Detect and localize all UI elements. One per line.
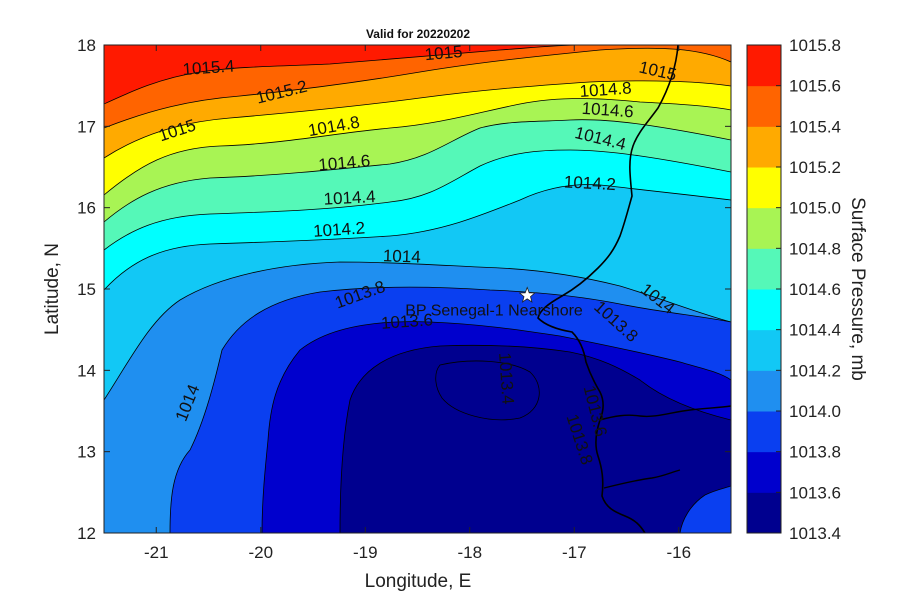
- band-1013-4-core: [435, 360, 540, 421]
- x-axis: -21 -20 -19 -18 -17 -16: [144, 45, 691, 562]
- contour-label: 1013.6: [380, 310, 433, 333]
- colorbar-swatch: [747, 289, 781, 331]
- y-tick-label: 15: [77, 280, 96, 299]
- x-tick-label: -18: [457, 543, 482, 562]
- map-area: [104, 45, 731, 533]
- contour-label: 1014.6: [581, 99, 634, 122]
- colorbar-swatch: [747, 85, 781, 127]
- band-1013-8-southeast: [679, 485, 731, 533]
- contour-label: 1014.4: [323, 187, 376, 209]
- colorbar-tick-label: 1013.4: [789, 524, 841, 543]
- colorbar-swatch: [747, 370, 781, 412]
- x-axis-label: Longitude, E: [365, 571, 472, 592]
- colorbar-tick-label: 1015.4: [789, 117, 841, 136]
- x-tick-label: -19: [353, 543, 378, 562]
- contour-label: 1015.4: [182, 56, 235, 79]
- colorbar-tick-label: 1014.2: [789, 361, 841, 380]
- y-tick-label: 13: [77, 443, 96, 462]
- colorbar-tick-label: 1014.0: [789, 402, 841, 421]
- colorbar-tick-label: 1015.6: [789, 77, 841, 96]
- y-axis-label: Latitude, N: [42, 243, 63, 335]
- contour-label: 1013.4: [495, 352, 518, 405]
- colorbar-tick-label: 1015.2: [789, 158, 841, 177]
- x-tick-label: -17: [562, 543, 587, 562]
- colorbar-tick-label: 1015.8: [789, 36, 841, 55]
- y-tick-label: 18: [77, 36, 96, 55]
- colorbar: 1013.4 1013.6 1013.8 1014.0 1014.2 1014.4 1014…: [746, 36, 841, 543]
- colorbar-swatch: [747, 329, 781, 371]
- colorbar-swatch: [747, 248, 781, 290]
- colorbar-swatch: [747, 492, 781, 534]
- contour-label: 1014.6: [318, 151, 371, 174]
- x-tick-label: -20: [248, 543, 273, 562]
- colorbar-tick-label: 1014.8: [789, 239, 841, 258]
- map-title: Valid for 20220202: [366, 27, 470, 41]
- band-1013-4: [339, 344, 731, 533]
- colorbar-swatch: [747, 126, 781, 168]
- contour-label: 1014: [383, 246, 421, 266]
- colorbar-swatch: [747, 451, 781, 493]
- contour-label: 1015: [424, 42, 463, 64]
- river-gambia: [599, 405, 731, 421]
- colorbar-swatch: [747, 45, 781, 87]
- y-tick-label: 16: [77, 199, 96, 218]
- river-casamance: [603, 469, 681, 489]
- site-label: BP Senegal-1 Nearshore: [405, 303, 583, 320]
- contour-label: 1014.2: [313, 218, 366, 241]
- colorbar-tick-label: 1013.8: [789, 443, 841, 462]
- contour-label: 1014.2: [563, 172, 616, 194]
- colorbar-tick-label: 1014.6: [789, 280, 841, 299]
- y-tick-label: 12: [77, 524, 96, 543]
- coastline: [537, 45, 679, 533]
- x-tick-label: -21: [144, 543, 169, 562]
- colorbar-tick-label: 1014.4: [789, 321, 841, 340]
- contour-label: 1014.8: [579, 78, 632, 101]
- colorbar-swatch: [747, 411, 781, 453]
- x-tick-label: -16: [666, 543, 691, 562]
- y-tick-label: 17: [77, 117, 96, 136]
- colorbar-tick-label: 1013.6: [789, 483, 841, 502]
- colorbar-tick-label: 1015.0: [789, 199, 841, 218]
- y-axis: 12 13 14 15 16 17 18: [77, 36, 731, 543]
- site-star-icon: [518, 286, 536, 303]
- colorbar-swatch: [747, 207, 781, 249]
- study-site: BP Senegal-1 Nearshore: [405, 286, 583, 320]
- y-tick-label: 14: [77, 361, 96, 380]
- colorbar-swatch: [747, 167, 781, 209]
- colorbar-title: Surface Pressure, mb: [847, 197, 868, 381]
